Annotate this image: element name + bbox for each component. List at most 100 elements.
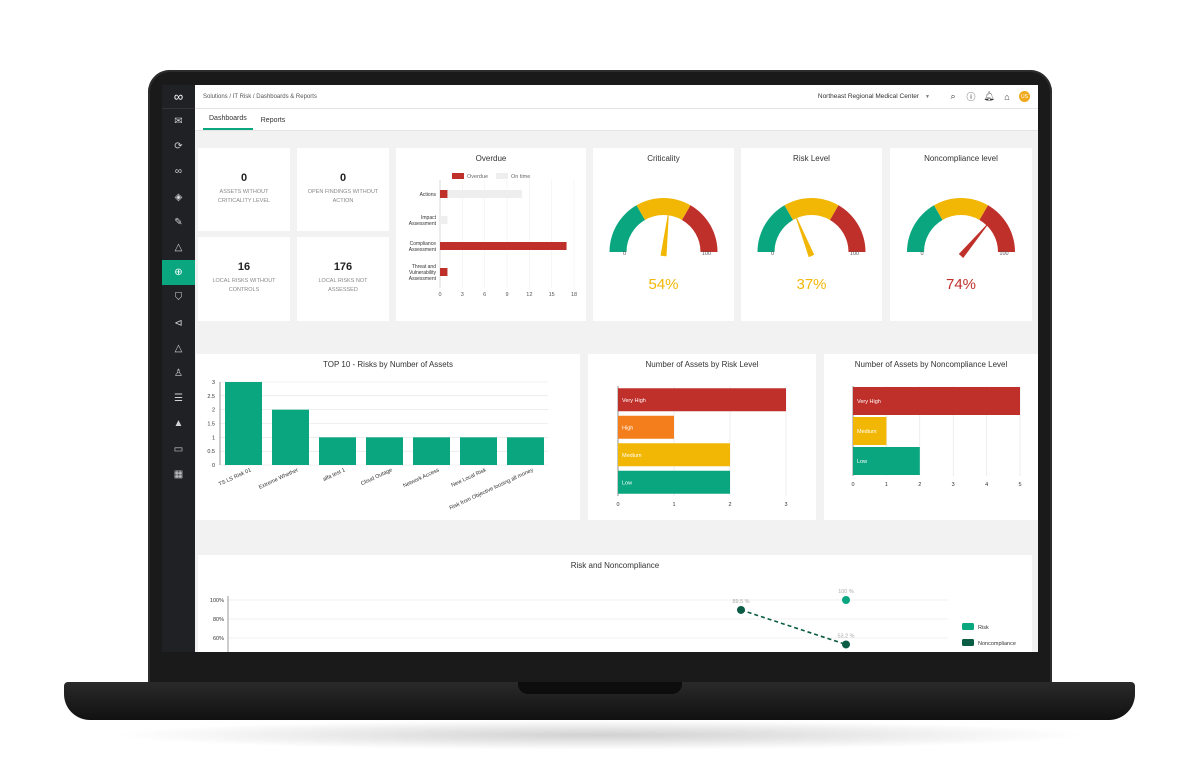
- globe-icon[interactable]: ⊕: [162, 260, 195, 286]
- risk-noncompliance-chart-title: Risk and Noncompliance: [570, 561, 660, 570]
- shield-icon[interactable]: ⛉: [174, 292, 183, 304]
- stat-label: LOCAL RISKS NOT ASSESSED: [318, 278, 368, 293]
- organization-selector[interactable]: Northeast Regional Medical Center ▼: [818, 93, 930, 100]
- gauge-chart: 0 100: [757, 198, 866, 258]
- category-label: Assessment: [409, 247, 437, 253]
- tick-label: 3: [212, 380, 215, 386]
- legend-swatch-noncompliance: [962, 639, 974, 646]
- risk-noncompliance-chart: 100% 80% 60% 100 % 89.5 % 53.2 % Risk Noncompli…: [210, 589, 1016, 652]
- bar: [319, 437, 356, 465]
- stat-card: 176 LOCAL RISKS NOT ASSESSED: [297, 237, 389, 321]
- tick-label: 0.5: [207, 449, 215, 455]
- folder-icon[interactable]: ▭: [173, 443, 184, 455]
- organization-name: Northeast Regional Medical Center: [817, 93, 920, 100]
- bar: [460, 437, 497, 465]
- tick-label: 15: [549, 292, 555, 298]
- tick-label: 0: [851, 482, 854, 488]
- sidebar: ∞ ✉ ⟳ ∞ ◈ ✎ △ ⊕ ⛉ ⊲ △ ♙ ☰ ▲ ▭ ▦: [162, 85, 195, 652]
- alert-filled-icon[interactable]: ▲: [173, 418, 184, 430]
- breadcrumb[interactable]: Solutions / IT Risk / Dashboards & Repor…: [203, 93, 317, 100]
- top-bar: Solutions / IT Risk / Dashboards & Repor…: [195, 85, 1038, 109]
- megaphone-icon[interactable]: ⊲: [174, 317, 183, 329]
- tick-label: 2: [918, 482, 921, 488]
- noncompliance-chart-card: Number of Assets by Noncompliance Level …: [824, 354, 1038, 520]
- tab-bar: Dashboards Reports: [195, 109, 1038, 131]
- search-icon[interactable]: ⌕: [950, 91, 956, 101]
- app-logo-icon[interactable]: ∞: [162, 85, 195, 109]
- tab-reports[interactable]: Reports: [260, 117, 286, 124]
- gauge-segment-low: [757, 205, 793, 252]
- risk-level-chart-title: Number of Assets by Risk Level: [645, 360, 759, 369]
- bar-on-time: [447, 190, 522, 198]
- laptop-shadow: [110, 720, 1090, 750]
- noncompliance-point-label: 53.2 %: [837, 633, 854, 639]
- category-label: Assessment: [409, 221, 437, 227]
- stat-value: 176: [333, 261, 353, 273]
- risk-noncompliance-chart-card: Risk and Noncompliance 100% 80% 60% 100 % 89…: [198, 555, 1032, 652]
- home-icon[interactable]: ⌂: [1004, 91, 1010, 102]
- app-screen: ∞ ✉ ⟳ ∞ ◈ ✎ △ ⊕ ⛉ ⊲ △ ♙ ☰ ▲ ▭ ▦ Solution…: [162, 85, 1038, 652]
- gauge-segment-high: [682, 205, 718, 252]
- noncompliance-chart-title: Number of Assets by Noncompliance Level: [854, 360, 1008, 369]
- stat-value: 16: [237, 261, 251, 273]
- category-label: Actions: [420, 192, 437, 198]
- bar: [225, 382, 262, 465]
- pencil-icon[interactable]: ✎: [174, 216, 183, 228]
- category-label: Network Access: [402, 467, 440, 489]
- handshake-icon[interactable]: ⟳: [174, 141, 183, 153]
- gauge-title: Criticality: [647, 154, 680, 163]
- legend-swatch-risk: [962, 623, 974, 630]
- stat-label: OPEN FINDINGS WITHOUT ACTION: [307, 189, 379, 204]
- stat-card: 16 LOCAL RISKS WITHOUT CONTROLS: [198, 237, 290, 321]
- tab-dashboards[interactable]: Dashboards: [203, 115, 253, 130]
- tick-label: 80%: [213, 617, 224, 623]
- tick-label: 1: [212, 435, 215, 441]
- gauge-title: Risk Level: [793, 154, 830, 163]
- tick-label: 3: [952, 482, 955, 488]
- top10-chart: 0 0.5 1 1.5 2 2.5 3 TS LS Risk 01 Extreme Whethe…: [207, 380, 548, 512]
- database-icon[interactable]: ☰: [174, 393, 183, 405]
- mail-icon[interactable]: ✉: [174, 116, 183, 128]
- link-icon[interactable]: ∞: [174, 166, 183, 178]
- gauge-segment-high: [979, 205, 1015, 252]
- top10-chart-card: TOP 10 - Risks by Number of Assets 0 0.5 1…: [196, 354, 580, 520]
- gauge-chart: 0 100: [907, 198, 1015, 259]
- category-label: Impact: [421, 215, 437, 221]
- risk-level-chart-card: Number of Assets by Risk Level 0 1 2 3 Very …: [588, 354, 816, 520]
- bell-icon[interactable]: 🔔︎: [983, 91, 995, 101]
- bar: [853, 417, 887, 445]
- risk-level-chart: 0 1 2 3 Very High High Medium Low: [616, 386, 788, 508]
- bar-label: Very High: [857, 399, 881, 405]
- warning-icon[interactable]: △: [174, 242, 183, 254]
- category-label: Vulnerability: [409, 270, 437, 276]
- gauge-segment-low: [907, 205, 943, 252]
- bar-on-time: [440, 216, 448, 224]
- avatar[interactable]: US: [1019, 91, 1030, 102]
- alert-icon[interactable]: △: [174, 342, 183, 354]
- stat-label: ASSETS WITHOUT CRITICALITY LEVEL: [217, 189, 271, 204]
- legend-label-overdue: Overdue: [467, 174, 488, 180]
- user-icon[interactable]: ♙: [174, 367, 183, 379]
- tick-label: 1: [885, 482, 888, 488]
- tick-label: 3: [461, 292, 464, 298]
- tick-label: 2: [728, 502, 731, 508]
- legend-swatch-on-time: [496, 173, 508, 179]
- gauge-value: 74%: [945, 276, 977, 293]
- help-icon[interactable]: ⓘ: [966, 92, 976, 102]
- bar: [366, 437, 403, 465]
- gauge-value: 54%: [648, 276, 679, 293]
- tick-label: 1.5: [207, 422, 215, 428]
- category-label: Assessment: [409, 276, 437, 282]
- building-icon[interactable]: ▦: [173, 468, 184, 480]
- tick-label: 9: [505, 292, 508, 298]
- diamond-icon[interactable]: ◈: [174, 191, 183, 203]
- category-label: Compliance: [410, 241, 437, 247]
- overdue-chart-card: Overdue Overdue On time 0 3 6 9 12 15 18 Actions I…: [396, 148, 586, 321]
- bar-overdue: [440, 242, 567, 250]
- noncompliance-line: [740, 609, 847, 646]
- laptop-notch: [518, 682, 682, 694]
- bar: [507, 437, 544, 465]
- stat-label: LOCAL RISKS WITHOUT CONTROLS: [212, 278, 276, 293]
- tick-label: 4: [985, 482, 988, 488]
- gauge-min-label: 0: [771, 251, 774, 257]
